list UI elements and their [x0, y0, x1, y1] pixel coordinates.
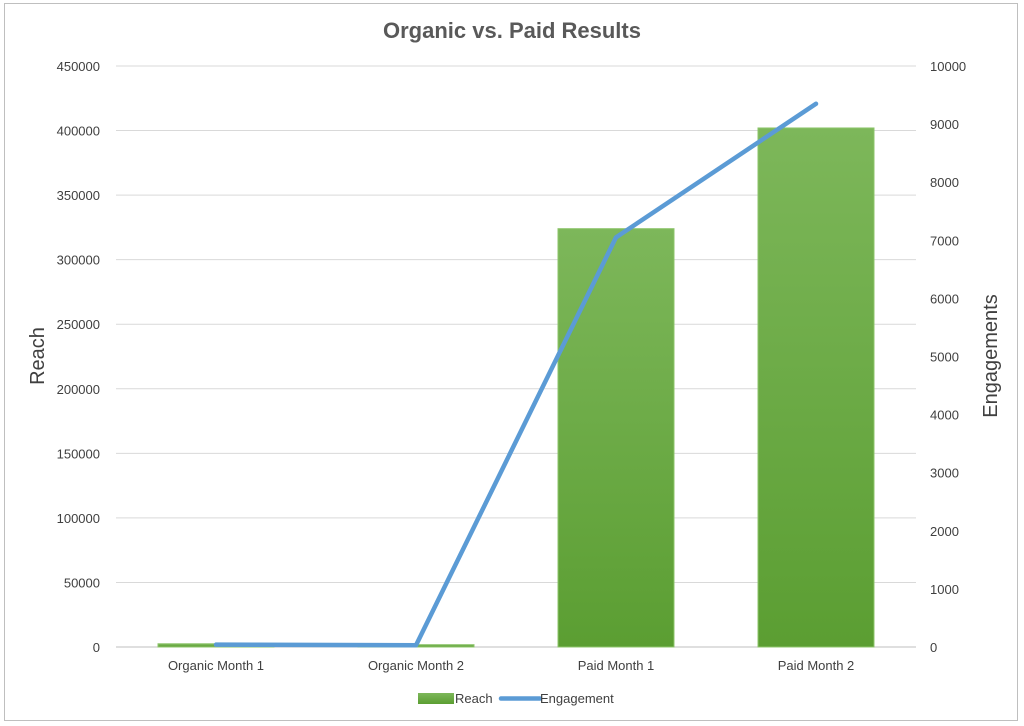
legend: Reach Engagement: [418, 691, 614, 706]
line-series: [213, 101, 819, 648]
legend-label-engagement: Engagement: [540, 691, 614, 706]
y-axis-right-ticks: 0 1000 2000 3000 4000 5000 6000 7000 8000 9000 100…: [930, 59, 966, 655]
y-axis-left-ticks: 0 50000 100000 150000 200000 250000 300000 3500…: [57, 59, 100, 655]
y-right-tick-label: 3000: [930, 466, 959, 481]
x-tick-label: Paid Month 2: [778, 658, 855, 673]
bar-reach: [757, 127, 875, 648]
line-engagement: [213, 101, 819, 648]
legend-label-reach: Reach: [455, 691, 493, 706]
x-tick-label: Organic Month 1: [168, 658, 264, 673]
y-left-tick-label: 400000: [57, 124, 100, 139]
chart-title: Organic vs. Paid Results: [383, 18, 641, 43]
y-left-tick-label: 200000: [57, 382, 100, 397]
x-axis-ticks: Organic Month 1 Organic Month 2 Paid Month…: [168, 658, 854, 673]
bar-series: [157, 127, 875, 648]
y-left-tick-label: 100000: [57, 511, 100, 526]
y-right-tick-label: 7000: [930, 233, 959, 248]
legend-swatch-reach: [418, 693, 454, 704]
y-axis-right-title: Engagements: [980, 294, 1002, 417]
y-left-tick-label: 150000: [57, 446, 100, 461]
x-tick-label: Organic Month 2: [368, 658, 464, 673]
y-axis-left-title: Reach: [27, 327, 49, 385]
y-right-tick-label: 5000: [930, 350, 959, 365]
y-right-tick-label: 10000: [930, 59, 966, 74]
y-right-tick-label: 2000: [930, 524, 959, 539]
y-left-tick-label: 50000: [64, 575, 100, 590]
y-right-tick-label: 0: [930, 640, 937, 655]
x-tick-label: Paid Month 1: [578, 658, 655, 673]
y-left-tick-label: 350000: [57, 188, 100, 203]
y-right-tick-label: 9000: [930, 117, 959, 132]
y-left-tick-label: 300000: [57, 253, 100, 268]
bar-reach: [557, 228, 675, 648]
y-right-tick-label: 8000: [930, 175, 959, 190]
y-left-tick-label: 0: [93, 640, 100, 655]
y-right-tick-label: 1000: [930, 582, 959, 597]
y-right-tick-label: 4000: [930, 408, 959, 423]
y-left-tick-label: 450000: [57, 59, 100, 74]
y-left-tick-label: 250000: [57, 317, 100, 332]
y-right-tick-label: 6000: [930, 291, 959, 306]
